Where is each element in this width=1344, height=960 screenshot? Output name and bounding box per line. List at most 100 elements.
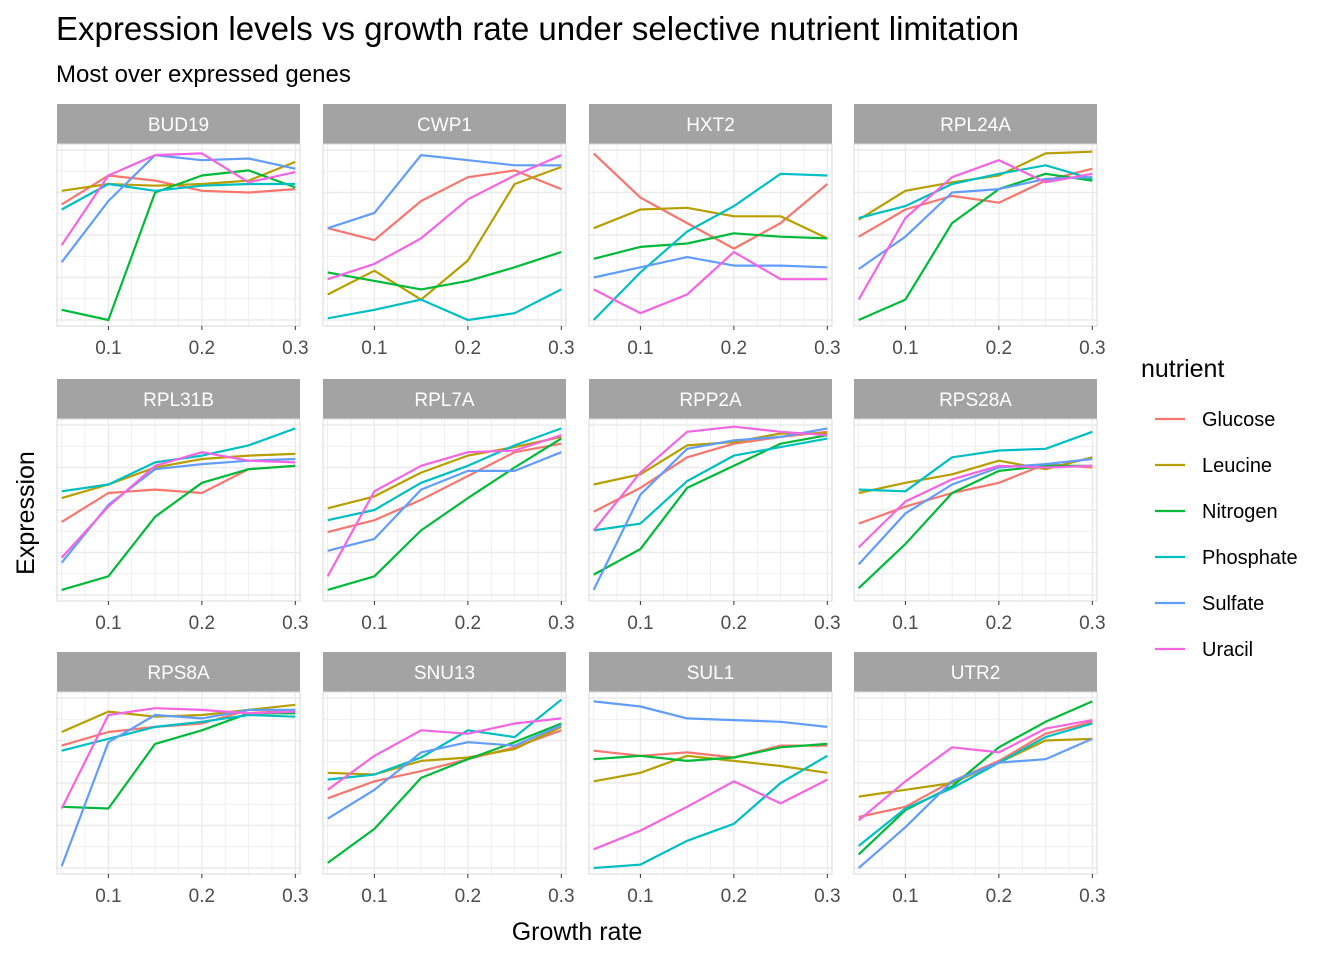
facet-strip-label: RPP2A [679, 390, 742, 411]
panel-border [322, 691, 567, 875]
x-tick-label: 0.1 [95, 613, 121, 634]
line-rps28a-nitrogen [857, 464, 1093, 589]
line-hxt2-sulfate [593, 256, 828, 279]
facet-strip-label: SUL1 [687, 663, 735, 684]
facet-strip-label: RPL31B [143, 390, 214, 411]
y-axis-title: Expression [12, 451, 40, 575]
line-cwp1-leucine [327, 165, 562, 301]
x-tick-label: 0.3 [1079, 338, 1105, 359]
legend: nutrient Glucose Leucine Nitrogen Phosphate… [1141, 355, 1298, 661]
line-cwp1-glucose [327, 169, 562, 242]
legend-item-leucine: Leucine [1155, 455, 1272, 477]
x-tick-label: 0.1 [361, 338, 387, 359]
line-snu13-sulfate [327, 724, 562, 820]
x-tick-label: 0.2 [455, 613, 481, 634]
facet-strip-label: RPL7A [414, 390, 475, 411]
line-rpl7a-phosphate [327, 427, 562, 522]
line-utr2-sulfate [857, 737, 1093, 869]
x-tick-label: 0.1 [95, 338, 121, 359]
x-tick-label: 0.1 [892, 338, 918, 359]
legend-label: Leucine [1202, 455, 1272, 477]
line-cwp1-sulfate [327, 154, 562, 230]
facet-strip [57, 104, 300, 144]
line-sul1-sulfate [593, 700, 828, 728]
panel-grid [854, 144, 1097, 326]
line-rpl7a-leucine [327, 435, 562, 510]
line-rpl31b-nitrogen [61, 464, 296, 591]
line-utr2-nitrogen [857, 700, 1093, 856]
line-rpl24a-nitrogen [858, 172, 1093, 322]
panel-border [853, 418, 1098, 602]
facet-grid: BUD19 0.1 0.2 0.3 CWP1 0.1 0.2 0.3 HXT2 0.1 0.2 0.3… [56, 104, 1106, 907]
x-tick-label: 0.2 [189, 886, 215, 907]
x-tick-label: 0.1 [892, 613, 918, 634]
chart-subtitle: Most over expressed genes [56, 61, 351, 88]
facet-snu13: SNU13 0.1 0.2 0.3 [322, 652, 575, 907]
facet-strip [589, 104, 832, 144]
panel-border [588, 143, 833, 327]
facet-strip [854, 652, 1097, 692]
line-cwp1-phosphate [327, 288, 562, 322]
panel-grid [589, 419, 832, 601]
x-tick-label: 0.2 [455, 886, 481, 907]
line-utr2-phosphate [858, 722, 1093, 847]
facet-strip-label: RPS28A [939, 390, 1012, 411]
x-tick-label: 0.2 [189, 613, 215, 634]
facet-bud19: BUD19 0.1 0.2 0.3 [56, 104, 309, 359]
x-tick-label: 0.3 [1079, 613, 1105, 634]
x-tick-label: 0.1 [627, 886, 653, 907]
x-tick-label: 0.2 [721, 886, 747, 907]
facet-strip [589, 652, 832, 692]
panel-grid [323, 144, 566, 326]
legend-label: Sulfate [1202, 593, 1264, 615]
facet-strip-label: SNU13 [414, 663, 475, 684]
x-tick-label: 0.2 [455, 338, 481, 359]
x-tick-label: 0.2 [986, 338, 1012, 359]
facet-rpl31b: RPL31B 0.1 0.2 0.3 [56, 379, 309, 634]
x-tick-label: 0.2 [721, 338, 747, 359]
panel-border [588, 418, 833, 602]
line-rpl31b-uracil [60, 451, 296, 559]
panel-border [56, 691, 301, 875]
line-rpl24a-sulfate [858, 176, 1093, 270]
panel-border [588, 691, 833, 875]
x-tick-label: 0.3 [1079, 886, 1105, 907]
x-tick-label: 0.3 [814, 338, 840, 359]
panel-grid [57, 144, 300, 326]
facet-rpl7a: RPL7A 0.1 0.2 0.3 [322, 379, 575, 634]
legend-label: Uracil [1202, 639, 1253, 661]
facet-strip [854, 104, 1097, 144]
line-rpl31b-leucine [61, 452, 296, 500]
x-axis-title: Growth rate [512, 918, 643, 946]
line-rpl7a-glucose [327, 442, 562, 534]
facet-rpl24a: RPL24A 0.1 0.2 0.3 [853, 104, 1106, 359]
line-cwp1-uracil [327, 154, 562, 281]
line-rpp2a-phosphate [593, 437, 828, 532]
line-rps8a-sulfate [60, 708, 296, 867]
line-hxt2-nitrogen [593, 232, 828, 260]
line-bud19-nitrogen [61, 169, 296, 322]
line-snu13-uracil [327, 717, 562, 791]
panel-border [56, 143, 301, 327]
facet-strip-label: RPL24A [940, 115, 1011, 136]
panel-border [853, 143, 1098, 327]
line-rpl7a-uracil [326, 434, 562, 577]
line-rps28a-phosphate [858, 430, 1093, 493]
x-tick-label: 0.3 [814, 613, 840, 634]
panel-grid [854, 419, 1097, 601]
x-tick-label: 0.3 [548, 886, 574, 907]
line-sul1-uracil [593, 778, 828, 851]
legend-item-sulfate: Sulfate [1155, 593, 1264, 615]
facet-strip [589, 379, 832, 419]
legend-title: nutrient [1141, 355, 1224, 383]
line-rps28a-sulfate [857, 457, 1093, 566]
facet-strip [323, 379, 566, 419]
line-sul1-glucose [593, 744, 828, 759]
line-rpl7a-nitrogen [327, 437, 562, 591]
legend-label: Glucose [1202, 409, 1275, 431]
legend-item-nitrogen: Nitrogen [1155, 501, 1278, 523]
facet-strip [57, 652, 300, 692]
x-tick-label: 0.1 [361, 613, 387, 634]
x-tick-label: 0.3 [282, 338, 308, 359]
